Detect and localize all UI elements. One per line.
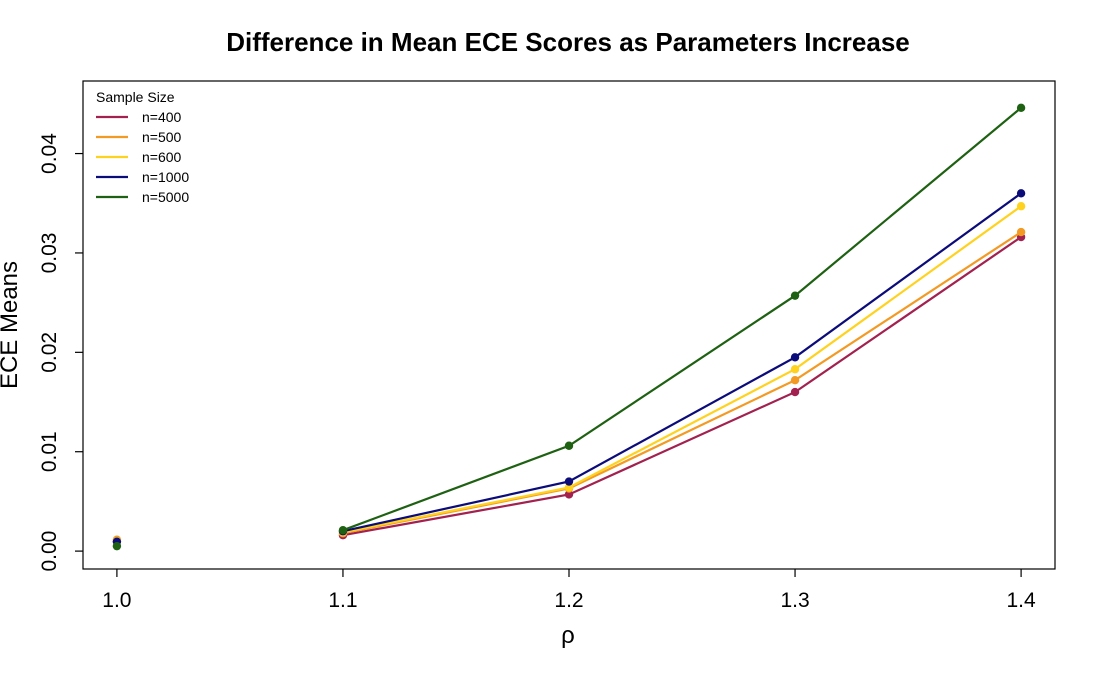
data-point: [112, 541, 122, 551]
y-tick-label: 0.02: [38, 332, 61, 373]
series-line: [342, 192, 1022, 533]
y-axis: 0.00 0.01 0.02 0.03 0.04: [38, 133, 83, 572]
x-axis-label: ρ: [561, 622, 575, 649]
x-tick-label: 1.0: [102, 589, 131, 612]
series-line: [342, 231, 1022, 535]
legend-title: Sample Size: [96, 89, 175, 105]
data-point: [790, 375, 800, 385]
data-point: [564, 483, 574, 492]
legend-entry: n=1000: [142, 169, 189, 185]
data-point: [338, 526, 348, 535]
series-line: [342, 205, 1022, 534]
legend-entry: n=400: [142, 109, 182, 125]
y-tick-label: 0.04: [38, 133, 61, 174]
y-tick-label: 0.01: [38, 431, 61, 472]
x-axis: 1.0 1.1 1.2 1.3 1.4: [102, 569, 1036, 612]
legend-entry: n=5000: [142, 189, 189, 205]
series-layer: [112, 103, 1026, 551]
y-tick-label: 0.00: [38, 531, 61, 572]
y-axis-label: ECE Means: [0, 261, 23, 389]
data-point: [790, 365, 800, 374]
data-point: [1016, 202, 1026, 211]
data-point: [564, 490, 574, 499]
legend-entry: n=600: [142, 149, 182, 165]
data-point: [1016, 103, 1026, 113]
data-point: [790, 291, 800, 300]
chart-title: Difference in Mean ECE Scores as Paramet…: [226, 27, 910, 57]
data-point: [564, 477, 574, 486]
series-line: [342, 106, 1022, 532]
x-tick-label: 1.2: [554, 589, 583, 612]
x-tick-label: 1.4: [1006, 589, 1036, 612]
legend: Sample Size n=400 n=500 n=600 n=1000 n=5000: [96, 89, 189, 205]
data-point: [1016, 189, 1026, 198]
series-line: [342, 236, 1022, 537]
data-point: [790, 353, 800, 362]
data-point: [564, 441, 574, 450]
data-point: [1016, 227, 1026, 237]
x-tick-label: 1.1: [328, 589, 357, 612]
legend-entry: n=500: [142, 129, 182, 145]
data-point: [790, 387, 800, 397]
y-tick-label: 0.03: [38, 233, 61, 274]
series-n-400: [112, 232, 1026, 546]
x-tick-label: 1.3: [780, 589, 809, 612]
series-n-5000: [112, 103, 1026, 551]
